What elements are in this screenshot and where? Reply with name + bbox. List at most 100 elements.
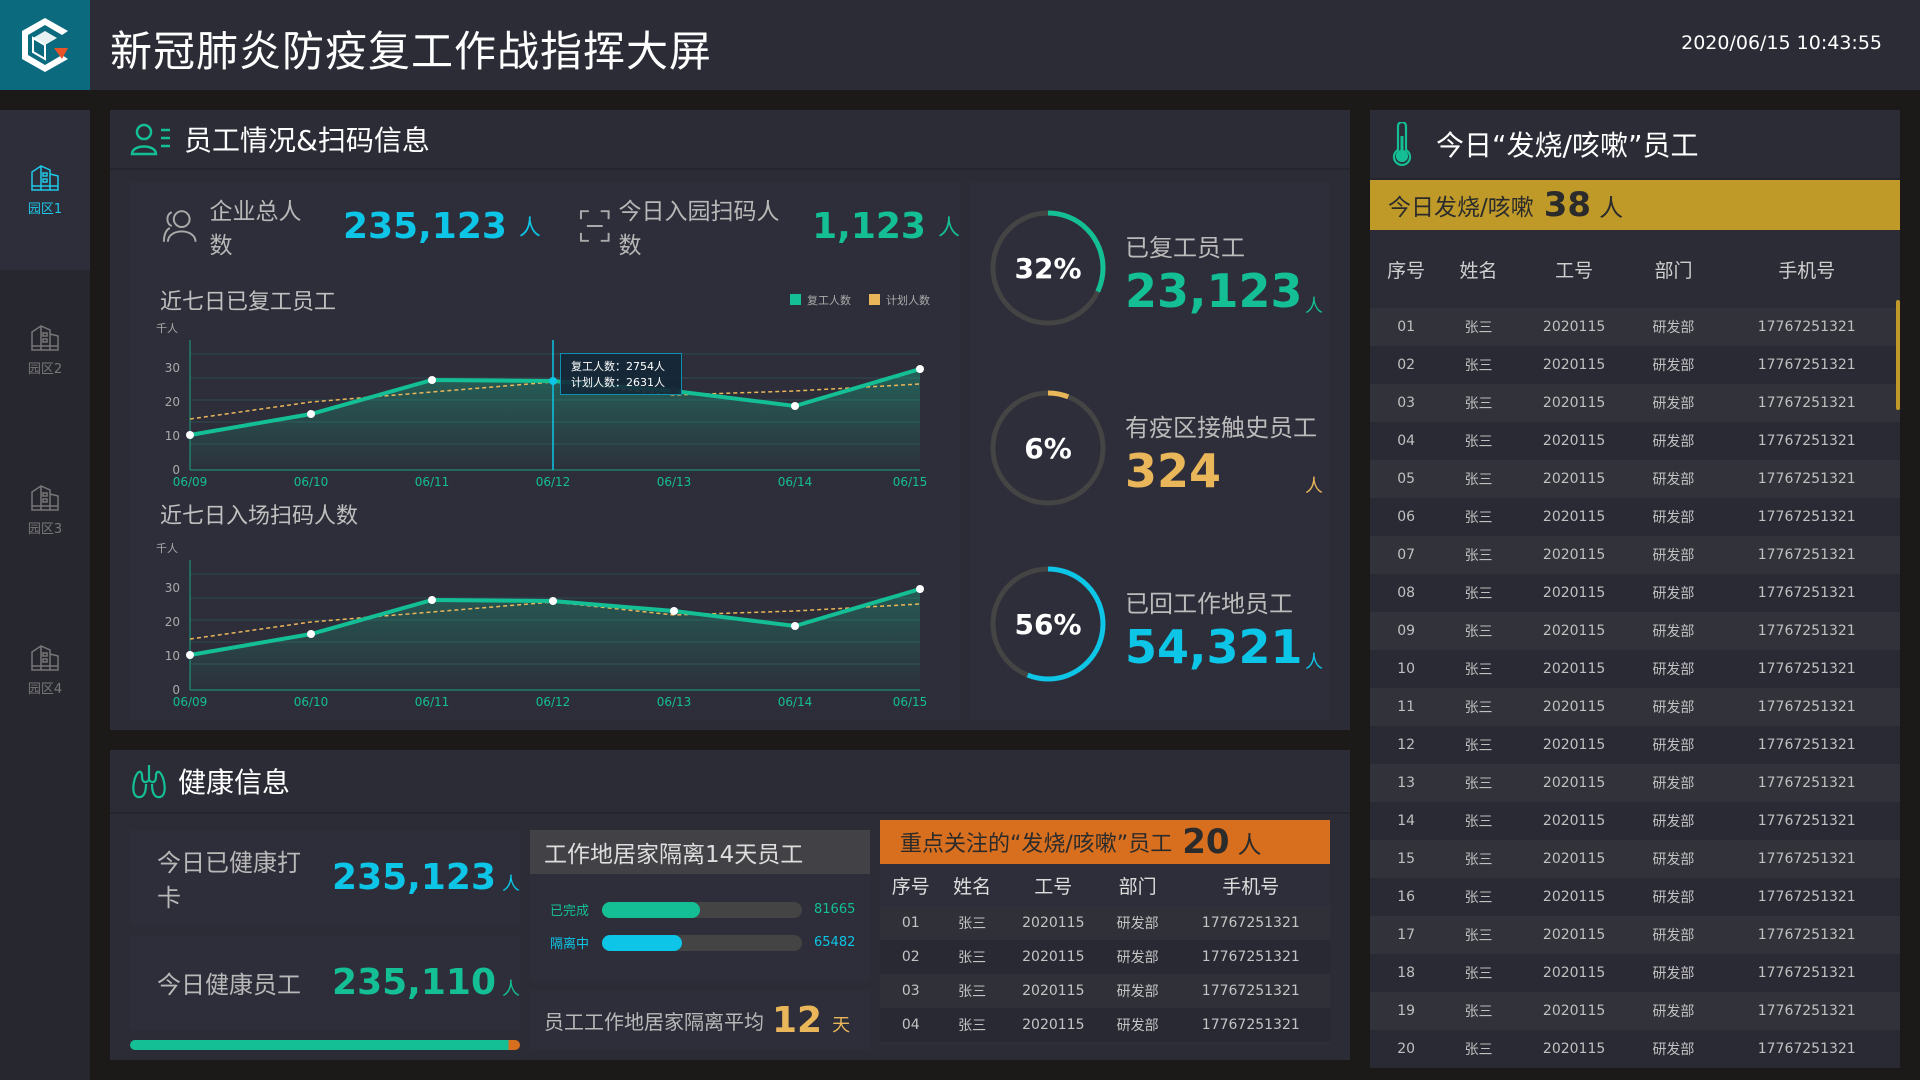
scan-icon	[579, 210, 610, 242]
col-header[interactable]: 工号	[1555, 259, 1594, 282]
table-row[interactable]: 01 张三 2020115 研发部 17767251321	[880, 906, 1330, 940]
ring-unit: 人	[1305, 652, 1323, 673]
col-header[interactable]: 姓名	[941, 864, 1003, 906]
focus-table: 序号 姓名 工号 部门 手机号 01 张三 2020115 研发部 1776725132…	[880, 864, 1330, 1042]
table-row[interactable]: 03 张三 2020115 研发部 17767251321	[880, 974, 1330, 1008]
table-row[interactable]: 04 张三 2020115 研发部 17767251321	[880, 1008, 1330, 1042]
table-row[interactable]: 11 张三 2020115 研发部 17767251321	[1370, 688, 1900, 726]
legend-actual[interactable]: 复工人数	[790, 292, 851, 308]
col-header[interactable]: 部门	[1103, 864, 1172, 906]
total-staff-label: 企业总人数	[209, 199, 302, 259]
table-row[interactable]: 13 张三 2020115 研发部 17767251321	[1370, 764, 1900, 802]
table-cell: 05	[1370, 460, 1443, 498]
table-cell: 2020115	[1514, 764, 1634, 802]
thermometer-icon	[1392, 122, 1412, 166]
table-row[interactable]: 10 张三 2020115 研发部 17767251321	[1370, 650, 1900, 688]
svg-text:10: 10	[165, 429, 180, 443]
table-cell: 17767251321	[1713, 536, 1900, 574]
sidebar-item-label: 园区1	[27, 201, 63, 217]
health-panel-header: 健康信息	[110, 750, 1350, 814]
table-row[interactable]: 07 张三 2020115 研发部 17767251321	[1370, 536, 1900, 574]
focus-title: 重点关注的“发烧/咳嗽”员工	[900, 832, 1173, 857]
ring-value: 324	[1125, 444, 1222, 498]
scan-today-label: 今日入园扫码人数	[618, 199, 780, 259]
ring-label: 有疫区接触史员工	[1125, 414, 1317, 442]
col-header[interactable]: 姓名	[1459, 259, 1498, 282]
health-panel-title: 健康信息	[178, 766, 291, 799]
table-cell: 18	[1370, 954, 1443, 992]
avg-unit: 天	[832, 1015, 851, 1036]
col-header[interactable]: 工号	[1002, 864, 1104, 906]
table-cell: 2020115	[1514, 574, 1634, 612]
table-cell: 张三	[941, 906, 1003, 940]
table-cell: 15	[1370, 840, 1443, 878]
table-row[interactable]: 19 张三 2020115 研发部 17767251321	[1370, 992, 1900, 1030]
app-logo[interactable]	[0, 0, 90, 90]
ring-pct: 56%	[1014, 607, 1082, 641]
table-cell: 张三	[1442, 688, 1515, 726]
fever-banner-label: 今日发烧/咳嗽	[1388, 195, 1534, 221]
table-row[interactable]: 15 张三 2020115 研发部 17767251321	[1370, 840, 1900, 878]
table-cell: 16	[1370, 878, 1443, 916]
table-cell: 03	[1370, 384, 1443, 422]
table-row[interactable]: 17 张三 2020115 研发部 17767251321	[1370, 916, 1900, 954]
legend-plan[interactable]: 计划人数	[869, 292, 930, 308]
sidebar-item-park1[interactable]: 园区1	[0, 110, 90, 270]
table-cell: 研发部	[1103, 906, 1172, 940]
table-cell: 张三	[1442, 726, 1515, 764]
table-header: 序号 姓名 工号 部门 手机号	[880, 864, 1330, 906]
table-cell: 研发部	[1103, 1008, 1172, 1042]
table-row[interactable]: 02 张三 2020115 研发部 17767251321	[880, 940, 1330, 974]
sidebar-item-park2[interactable]: 园区2	[0, 270, 90, 430]
fever-panel-title: 今日“发烧/咳嗽”员工	[1436, 129, 1699, 162]
bar-fill	[602, 901, 700, 918]
col-header[interactable]: 手机号	[1171, 864, 1330, 906]
table-row[interactable]: 01 张三 2020115 研发部 17767251321	[1370, 308, 1900, 346]
table-cell: 张三	[1442, 954, 1515, 992]
svg-text:06/13: 06/13	[657, 475, 692, 489]
table-cell: 2020115	[1514, 840, 1634, 878]
tooltip-line1: 复工人数：2754人	[571, 360, 665, 373]
building-icon	[31, 644, 59, 671]
chart1-line-chart[interactable]: 千人 0 10 20 30 06/09 06/10 06/11 06/12 06/13 06/1…	[150, 320, 950, 490]
ring-label: 已复工员工	[1125, 234, 1245, 262]
table-row[interactable]: 03 张三 2020115 研发部 17767251321	[1370, 384, 1900, 422]
table-cell: 研发部	[1633, 308, 1714, 346]
table-cell: 02	[1370, 346, 1443, 384]
table-row[interactable]: 12 张三 2020115 研发部 17767251321	[1370, 726, 1900, 764]
table-row[interactable]: 04 张三 2020115 研发部 17767251321	[1370, 422, 1900, 460]
table-cell: 2020115	[1514, 802, 1634, 840]
sidebar-item-park4[interactable]: 园区4	[0, 590, 90, 750]
table-row[interactable]: 06 张三 2020115 研发部 17767251321	[1370, 498, 1900, 536]
table-cell: 14	[1370, 802, 1443, 840]
table-row[interactable]: 18 张三 2020115 研发部 17767251321	[1370, 954, 1900, 992]
chart2-line-chart[interactable]: 千人 0 10 20 30 06/09 06/10 06/11 06/12 06/13 06/1…	[150, 540, 950, 710]
col-header[interactable]: 序号	[880, 864, 942, 906]
table-row[interactable]: 20 张三 2020115 研发部 17767251321	[1370, 1030, 1900, 1068]
svg-text:06/09: 06/09	[173, 475, 208, 489]
health-ratio-bar	[130, 1040, 520, 1050]
bar-value: 65482	[814, 935, 856, 950]
table-cell: 张三	[1442, 1030, 1515, 1068]
fever-panel: 今日“发烧/咳嗽”员工 今日发烧/咳嗽 38 人 序号 姓名 工号 部门 手机号…	[1370, 110, 1900, 1068]
table-row[interactable]: 08 张三 2020115 研发部 17767251321	[1370, 574, 1900, 612]
table-row[interactable]: 09 张三 2020115 研发部 17767251321	[1370, 612, 1900, 650]
col-header[interactable]: 序号	[1387, 259, 1426, 282]
table-cell: 17767251321	[1713, 916, 1900, 954]
table-row[interactable]: 05 张三 2020115 研发部 17767251321	[1370, 460, 1900, 498]
table-cell: 2020115	[1514, 1030, 1634, 1068]
table-cell: 17767251321	[1713, 612, 1900, 650]
table-cell: 研发部	[1633, 916, 1714, 954]
table-row[interactable]: 16 张三 2020115 研发部 17767251321	[1370, 878, 1900, 916]
table-cell: 04	[1370, 422, 1443, 460]
table-row[interactable]: 02 张三 2020115 研发部 17767251321	[1370, 346, 1900, 384]
svg-text:06/15: 06/15	[893, 695, 928, 709]
sidebar-item-park3[interactable]: 园区3	[0, 430, 90, 590]
table-row[interactable]: 14 张三 2020115 研发部 17767251321	[1370, 802, 1900, 840]
table-cell: 17767251321	[1713, 422, 1900, 460]
fever-table-scrollbar[interactable]	[1896, 300, 1900, 410]
col-header[interactable]: 部门	[1654, 259, 1693, 282]
col-header[interactable]: 手机号	[1778, 259, 1836, 282]
table-cell: 2020115	[1514, 422, 1634, 460]
table-cell: 17767251321	[1713, 384, 1900, 422]
